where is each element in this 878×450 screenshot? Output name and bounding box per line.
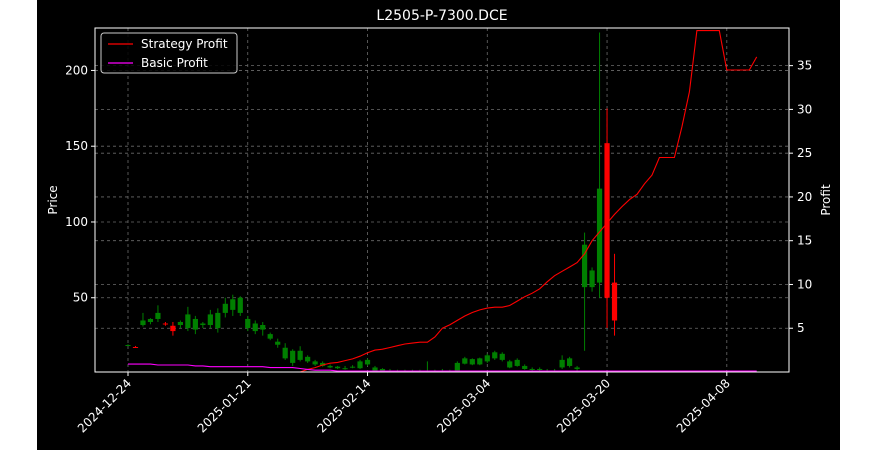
candle-body-49 <box>492 352 498 359</box>
y-tick-label-right-4: 25 <box>797 146 812 160</box>
candle-body-52 <box>514 359 520 366</box>
candle-body-23 <box>297 350 303 360</box>
candle-body-9 <box>192 318 198 330</box>
candle-body-53 <box>522 365 528 369</box>
x-tick-label-5: 2025-04-08 <box>674 376 733 435</box>
candle-body-15 <box>237 297 243 313</box>
candle-body-46 <box>469 359 475 365</box>
profit-lines-layer <box>128 30 758 373</box>
candle-body-50 <box>499 353 505 360</box>
axes-layer: 50 100 150 200 5 10 15 20 25 30 35 2024-12-24 2025-0… <box>65 59 812 436</box>
candle-body-64 <box>604 143 610 298</box>
candle-body-8 <box>185 314 191 329</box>
candle-body-33 <box>372 367 378 371</box>
candle-body-18 <box>260 325 266 330</box>
candle-body-14 <box>230 299 236 310</box>
candle-body-24 <box>305 356 311 362</box>
chart-title: L2505-P-7300.DCE <box>376 8 507 24</box>
candle-body-59 <box>567 358 573 366</box>
candle-body-6 <box>170 325 176 332</box>
candle-body-10 <box>200 323 206 326</box>
y-axis-label-right: Profit <box>819 184 833 216</box>
candle-body-32 <box>364 359 371 365</box>
candle-body-65 <box>611 282 618 321</box>
candle-body-20 <box>275 341 281 345</box>
legend-strategy-label: Strategy Profit <box>141 37 228 51</box>
plot-frame <box>94 27 790 373</box>
x-tick-label-0: 2024-12-24 <box>75 376 134 435</box>
candle-body-7 <box>177 321 183 326</box>
y-tick-label-right-3: 20 <box>797 190 812 204</box>
candle-body-16 <box>245 318 251 329</box>
candle-body-34 <box>379 368 386 371</box>
y-tick-label-right-6: 35 <box>797 59 812 73</box>
y-tick-label-left-3: 200 <box>65 63 88 77</box>
candle-body-0 <box>125 345 131 347</box>
legend: Strategy Profit Basic Profit <box>100 32 238 74</box>
x-tick-label-1: 2025-01-21 <box>195 376 254 435</box>
candle-body-12 <box>215 312 221 329</box>
candle-body-1 <box>132 346 139 348</box>
candle-body-3 <box>147 318 154 322</box>
basic-profit-line <box>128 363 757 372</box>
candle-body-55 <box>537 368 543 370</box>
candle-body-29 <box>342 368 348 370</box>
strategy-profit-line <box>128 30 758 373</box>
candle-body-31 <box>357 361 363 369</box>
candle-body-58 <box>559 359 565 368</box>
y-tick-label-right-2: 15 <box>797 234 812 248</box>
y-tick-label-left-0: 50 <box>73 291 88 305</box>
candle-body-11 <box>207 314 213 326</box>
candle-body-30 <box>349 366 356 368</box>
candle-body-61 <box>581 244 588 288</box>
y-axis-label-left: Price <box>46 185 60 214</box>
candle-body-54 <box>529 368 535 370</box>
candle-body-45 <box>462 358 468 364</box>
y-tick-label-right-1: 10 <box>797 277 812 291</box>
x-tick-label-4: 2025-03-20 <box>554 376 613 435</box>
candle-body-17 <box>252 323 258 332</box>
candle-body-47 <box>477 358 483 365</box>
candle-body-4 <box>155 312 161 319</box>
legend-basic-label: Basic Profit <box>141 56 208 70</box>
candle-body-51 <box>507 361 513 368</box>
candle-body-26 <box>320 362 326 366</box>
grid-layer <box>95 28 789 372</box>
candle-body-62 <box>589 270 595 288</box>
candle-body-60 <box>574 367 580 369</box>
legend-box <box>100 32 238 74</box>
candle-body-27 <box>327 365 333 368</box>
x-tick-label-3: 2025-03-04 <box>434 376 493 435</box>
candles-layer <box>125 32 618 372</box>
candle-body-25 <box>312 361 318 365</box>
candle-body-13 <box>222 303 228 313</box>
x-tick-label-2: 2025-02-14 <box>314 376 373 435</box>
y-tick-label-right-5: 30 <box>797 102 812 116</box>
y-tick-label-left-2: 150 <box>65 139 88 153</box>
candle-body-28 <box>334 366 341 369</box>
candle-body-21 <box>282 347 288 359</box>
y-tick-label-right-0: 5 <box>797 321 805 335</box>
candle-body-48 <box>484 355 490 362</box>
candle-body-19 <box>267 334 273 339</box>
figure-background <box>37 0 840 450</box>
candle-body-2 <box>140 320 146 326</box>
y-tick-label-left-1: 100 <box>65 215 88 229</box>
candle-body-63 <box>596 188 603 283</box>
candle-body-22 <box>290 350 296 363</box>
candle-body-44 <box>454 362 460 371</box>
candle-body-5 <box>162 323 169 325</box>
